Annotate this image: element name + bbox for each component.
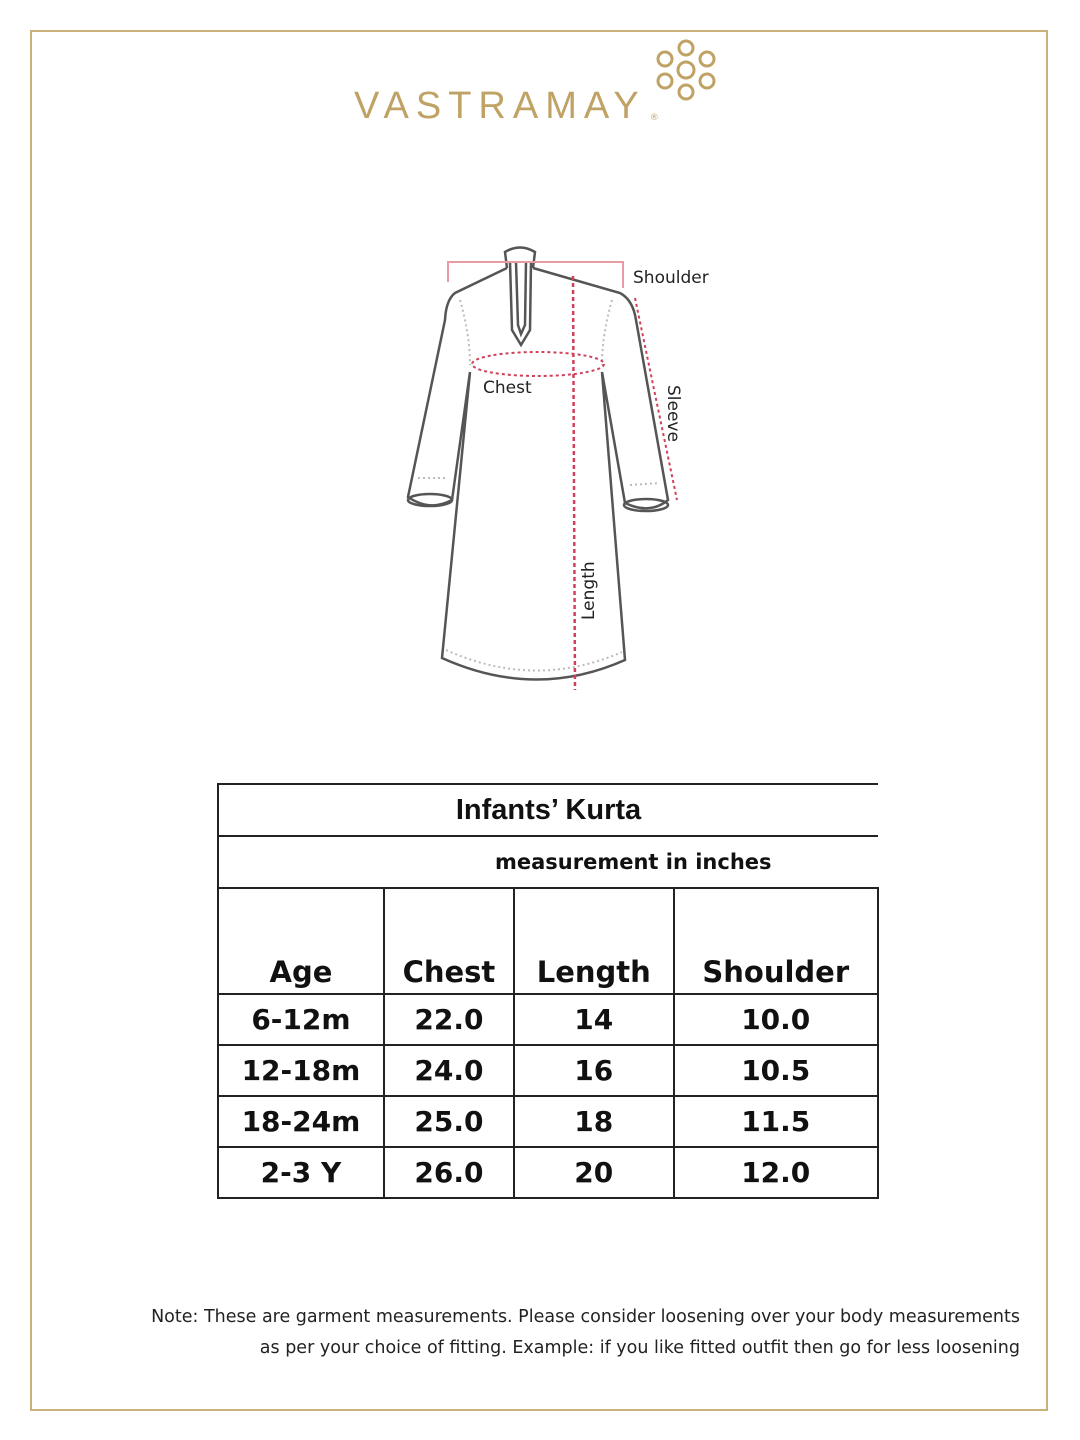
cell-shoulder: 10.5 [672, 1044, 879, 1097]
kurta-diagram: Shoulder Chest Sleeve Length [406, 39, 716, 691]
cell-age: 18-24m [217, 1095, 385, 1148]
cell-length: 18 [513, 1095, 675, 1148]
length-measure-line [571, 275, 577, 691]
kurta-outline [406, 246, 670, 681]
shoulder-label: Shoulder [633, 268, 709, 288]
brand-flower-icon [656, 39, 716, 101]
cell-chest: 26.0 [382, 1146, 516, 1199]
cell-chest: 22.0 [382, 993, 516, 1046]
note-line-1: Note: These are garment measurements. Pl… [151, 1307, 1020, 1327]
table-row: 18-24m 25.0 18 11.5 [217, 1095, 879, 1148]
brand-logo: VASTRAMAY [354, 85, 646, 127]
header-chest: Chest [382, 887, 516, 995]
length-label: Length [579, 561, 599, 620]
stitch-lines [418, 299, 661, 672]
header-shoulder: Shoulder [672, 887, 879, 995]
chest-label: Chest [483, 378, 532, 398]
size-chart-table: Infants’ Kurta measurement in inches Age… [217, 783, 879, 1199]
table-title: Infants’ Kurta [217, 783, 878, 837]
table-row: 2-3 Y 26.0 20 12.0 [217, 1146, 879, 1199]
brand: VASTRAMAY ® [354, 84, 659, 128]
header-age: Age [217, 887, 385, 995]
cell-chest: 24.0 [382, 1044, 516, 1097]
measure-lines [447, 261, 678, 691]
fitting-note: Note: These are garment measurements. Pl… [40, 1302, 1020, 1364]
table-row: 6-12m 22.0 14 10.0 [217, 993, 879, 1046]
cell-chest: 25.0 [382, 1095, 516, 1148]
note-line-2: as per your choice of fitting. Example: … [259, 1338, 1020, 1358]
cell-length: 14 [513, 993, 675, 1046]
chest-measure-line [471, 351, 605, 377]
cell-length: 20 [513, 1146, 675, 1199]
cell-age: 12-18m [217, 1044, 385, 1097]
cell-age: 6-12m [217, 993, 385, 1046]
cell-shoulder: 10.0 [672, 993, 879, 1046]
sleeve-label: Sleeve [663, 385, 683, 442]
unit-note: measurement in inches [217, 835, 878, 889]
header-length: Length [513, 887, 675, 995]
cell-age: 2-3 Y [217, 1146, 385, 1199]
table-header-row: Age Chest Length Shoulder [217, 887, 879, 995]
page-border [30, 30, 1048, 1411]
cell-shoulder: 11.5 [672, 1095, 879, 1148]
registered-mark: ® [649, 113, 659, 123]
table-row: 12-18m 24.0 16 10.5 [217, 1044, 879, 1097]
cell-length: 16 [513, 1044, 675, 1097]
shoulder-measure-line [447, 261, 624, 288]
sleeve-measure-line [634, 297, 678, 501]
cell-shoulder: 12.0 [672, 1146, 879, 1199]
